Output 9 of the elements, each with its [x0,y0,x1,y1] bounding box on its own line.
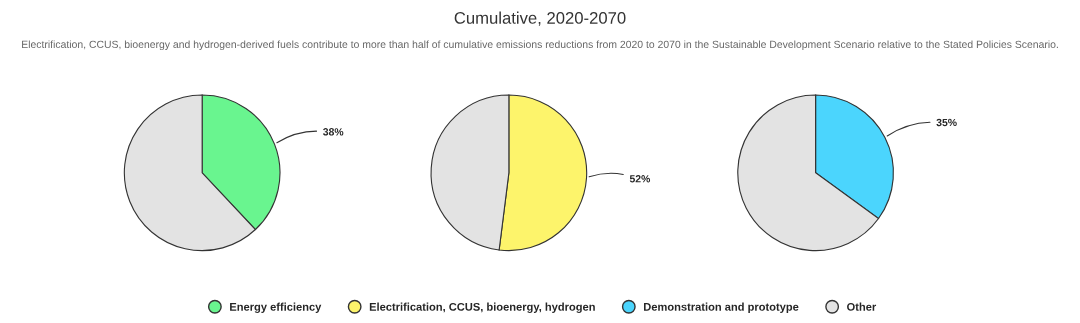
legend-label: Demonstration and prototype [644,302,799,313]
data-label: 52% [629,175,651,183]
chart-subtitle: Electrification, CCUS, bioenergy and hydrogen-derived fuels contribute to more than half of cumulative emissions reductions from 2020 to 2070 in the Sustainable Development Scenario relative to the Stated Policies Scenario. [22,40,1058,51]
legend-label: Electrification, CCUS, bioenergy, hydrogen [369,302,595,313]
data-label: 35% [936,118,957,127]
legend-label: Other [847,302,877,311]
data-label: 38% [323,128,344,136]
chart-title: Cumulative, 2020-2070 [454,11,626,26]
legend-label: Energy efficiency [230,302,322,313]
